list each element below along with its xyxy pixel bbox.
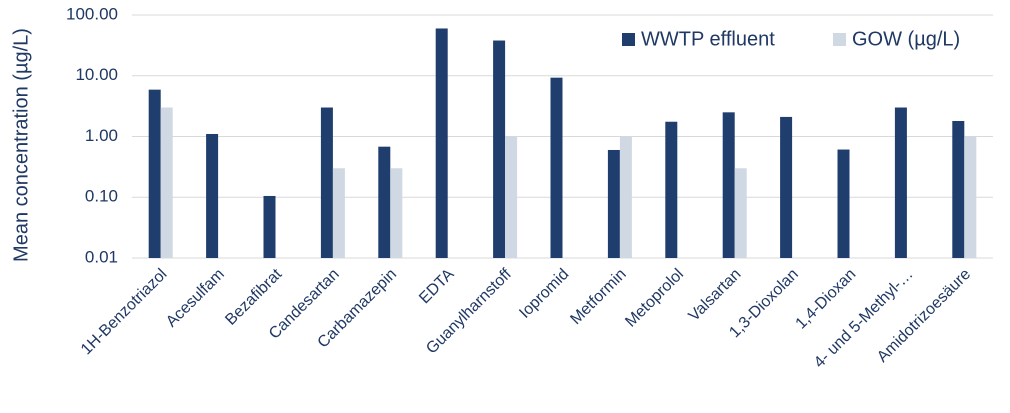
bar (263, 195, 276, 258)
x-tick-label: Metformin (567, 266, 629, 328)
legend-swatch (622, 33, 635, 46)
bar (493, 40, 506, 259)
legend-swatch (833, 33, 846, 46)
bar (665, 121, 678, 258)
bar (722, 112, 735, 259)
y-tick-label: 1.00 (85, 126, 118, 145)
bar (780, 116, 793, 259)
bar (837, 149, 850, 258)
bar (505, 136, 518, 258)
legend-label: GOW (µg/L) (852, 28, 960, 50)
legend-label: WWTP effluent (641, 28, 775, 50)
x-tick-label: Acesulfam (163, 266, 228, 331)
y-tick-label: 0.01 (85, 247, 118, 266)
x-tick-label: 1H-Benzotriazol (78, 266, 171, 359)
bar (619, 136, 632, 258)
bar (734, 168, 747, 258)
y-tick-label: 10.00 (75, 65, 118, 84)
bar (964, 136, 977, 258)
bar (320, 107, 333, 258)
bar (435, 28, 448, 259)
bar (607, 149, 620, 258)
bar (332, 168, 345, 258)
x-tick-label: Metoprolol (622, 266, 687, 331)
bar (206, 133, 219, 258)
bar (148, 89, 161, 258)
bar (390, 168, 403, 258)
y-tick-label: 0.10 (85, 187, 118, 206)
x-tick-label: Valsartan (686, 266, 745, 325)
x-tick-label: 4- und 5-Methyl-… (811, 266, 917, 372)
y-tick-label: 100.00 (66, 4, 118, 23)
bar (894, 107, 907, 258)
bar (550, 77, 563, 258)
x-tick-label: EDTA (416, 266, 458, 308)
bar (952, 120, 965, 259)
y-axis-label: Mean concentration (µg/L) (10, 28, 32, 262)
bar (160, 107, 173, 258)
x-tick-label: Iopromid (516, 266, 572, 322)
bar (378, 146, 391, 258)
